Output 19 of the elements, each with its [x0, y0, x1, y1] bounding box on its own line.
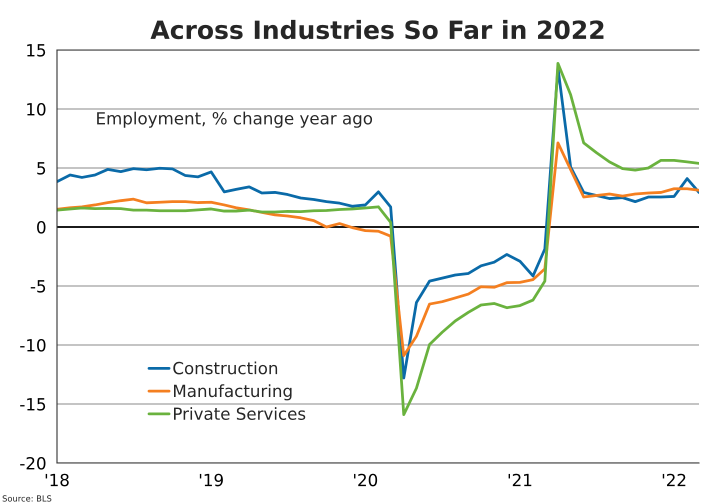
- y-tick-label: -15: [20, 398, 46, 411]
- y-tick-label: 5: [37, 162, 46, 175]
- y-tick-label: 15: [27, 44, 46, 57]
- x-tick-label: '18: [46, 474, 69, 486]
- source-note: Source: BLS: [2, 495, 52, 502]
- y-tick-label: -10: [20, 338, 46, 352]
- legend-label: Private Services: [174, 407, 306, 420]
- x-tick-label: '21: [508, 474, 532, 486]
- legend-label: Construction: [173, 361, 278, 374]
- y-tick-label: -5: [30, 280, 46, 293]
- y-tick-label: 10: [27, 102, 46, 116]
- x-tick-label: '20: [354, 474, 378, 486]
- y-tick-label: -20: [20, 456, 46, 470]
- y-tick-label: 0: [37, 220, 46, 234]
- legend-label: Manufacturing: [174, 384, 292, 400]
- chart-title: Across Industries So Far in 2022: [150, 20, 604, 40]
- annotation: Employment, % change year ago: [97, 112, 372, 128]
- x-tick-label: '22: [662, 474, 686, 486]
- x-tick-label: '19: [200, 474, 223, 486]
